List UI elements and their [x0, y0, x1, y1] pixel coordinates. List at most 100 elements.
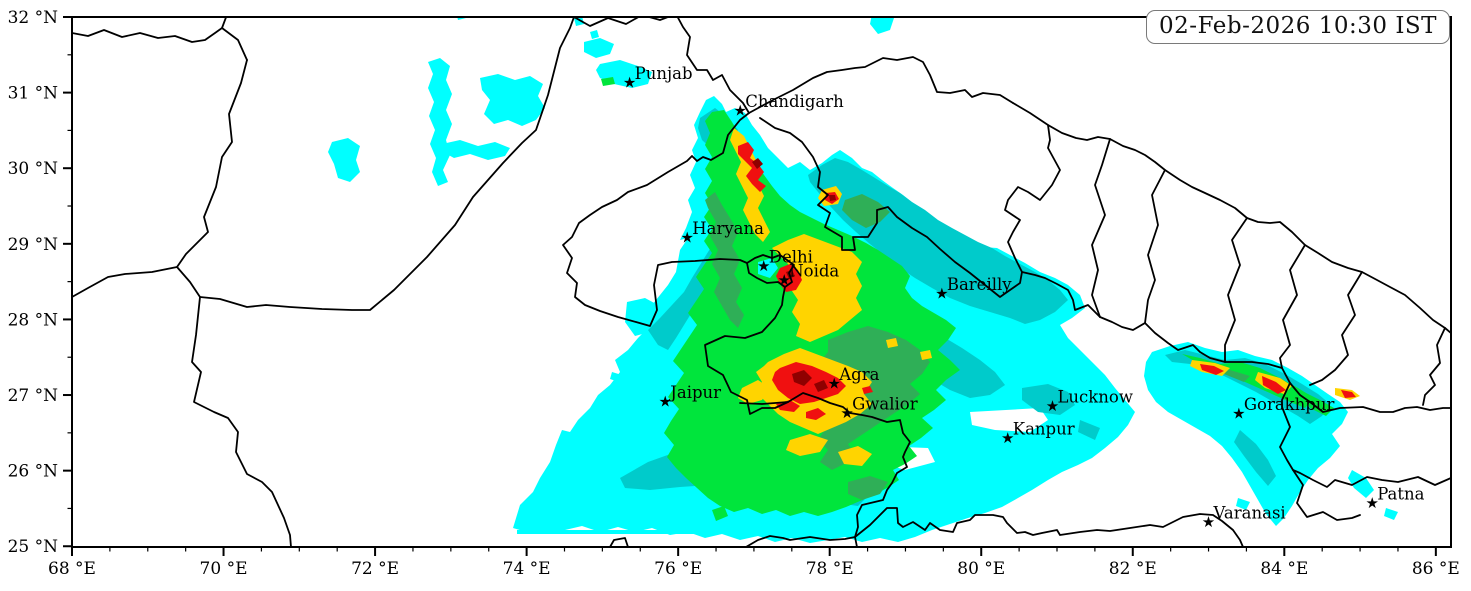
state-boundary — [1279, 244, 1306, 369]
precip-region-cyan — [1236, 498, 1250, 510]
map-layers — [72, 17, 1451, 547]
precip-region-cyan — [628, 398, 655, 412]
city-marker-star-icon: ★ — [659, 393, 672, 411]
y-tick-label: 25 °N — [8, 537, 59, 557]
state-boundary — [1281, 367, 1451, 413]
precip-region-cyan — [590, 30, 599, 39]
city-label: Delhi — [769, 248, 813, 267]
precip-region-dark_red — [829, 195, 836, 201]
state-boundary — [746, 254, 795, 288]
precip-region-cyan — [758, 258, 778, 278]
x-tick-label: 74 °E — [503, 559, 551, 579]
precip-region-cyan — [480, 74, 545, 126]
state-boundary — [1309, 271, 1363, 386]
state-boundary — [759, 117, 1023, 298]
city-marker-star-icon: ★ — [623, 74, 636, 92]
state-boundary — [854, 507, 1244, 547]
city-label: Lucknow — [1057, 388, 1133, 407]
state-boundary — [1004, 124, 1101, 318]
timestamp-box: 02-Feb-2026 10:30 IST — [1146, 10, 1450, 44]
precip-region-red — [738, 142, 766, 192]
y-tick-label: 28 °N — [8, 310, 59, 330]
city-marker-star-icon: ★ — [778, 271, 791, 289]
city-marker-star-icon: ★ — [1202, 513, 1215, 531]
state-boundary — [573, 17, 750, 114]
precip-region-teal — [1078, 420, 1100, 440]
city-label: Gwalior — [852, 394, 918, 413]
state-boundary — [745, 535, 856, 547]
state-boundary — [1099, 316, 1283, 369]
state-boundary — [609, 537, 629, 547]
city-label: Patna — [1377, 484, 1424, 503]
precip-region-dark_green — [814, 326, 930, 470]
precip-region-red — [1200, 364, 1224, 375]
x-tick-label: 78 °E — [806, 559, 854, 579]
precip-region-cyan — [625, 298, 660, 336]
city-marker-star-icon: ★ — [935, 284, 948, 302]
state-boundary — [72, 17, 228, 43]
precip-region-red — [806, 408, 826, 420]
axis-ticks — [63, 16, 1437, 556]
precip-region-cyan — [1384, 508, 1398, 520]
city-marker-star-icon: ★ — [734, 101, 747, 119]
state-boundary — [1422, 327, 1446, 406]
precip-region-cyan — [328, 138, 360, 182]
precip-region-teal — [1234, 430, 1276, 486]
state-boundary — [1091, 138, 1111, 318]
x-tick-label: 72 °E — [351, 559, 399, 579]
x-tick-label: 76 °E — [654, 559, 702, 579]
city-label: Noida — [789, 261, 839, 280]
state-boundary — [1144, 169, 1166, 324]
x-tick-label: 82 °E — [1109, 559, 1157, 579]
precip-region-yellow — [786, 434, 828, 456]
state-boundary — [562, 112, 750, 327]
precip-region-cyan — [517, 530, 748, 534]
state-boundary — [1279, 382, 1361, 521]
precip-region-red — [862, 386, 873, 394]
precip-region-yellow — [838, 446, 872, 466]
state-boundary — [704, 286, 789, 415]
city-marker-star-icon: ★ — [1046, 397, 1059, 415]
precip-region-cyan — [870, 17, 894, 34]
state-boundary — [748, 56, 1014, 114]
city-marker-star-icon: ★ — [1232, 405, 1245, 423]
precip-region-red — [1262, 376, 1286, 394]
city-marker-star-icon: ★ — [1365, 494, 1378, 512]
city-marker-star-icon: ★ — [681, 229, 694, 247]
precip-region-dark_green — [848, 476, 888, 500]
state-boundary — [176, 59, 248, 268]
x-tick-label: 80 °E — [957, 559, 1005, 579]
precip-region-cyan — [1348, 470, 1374, 498]
x-tick-label: 68 °E — [48, 559, 96, 579]
x-tick-label: 86 °E — [1412, 559, 1460, 579]
precip-region-yellow — [886, 338, 898, 348]
precip-region-red — [1341, 390, 1356, 398]
y-tick-label: 32 °N — [8, 8, 59, 28]
y-tick-label: 27 °N — [8, 386, 59, 406]
precip-region-dark_red — [792, 370, 812, 386]
precip-region-cyan — [584, 38, 614, 58]
city-label: Varanasi — [1213, 503, 1286, 522]
precip-region-green — [1300, 390, 1334, 416]
city-label: Haryana — [692, 219, 764, 238]
precip-region-dark_red — [814, 380, 828, 392]
precip-region-dark_green — [842, 194, 890, 228]
y-tick-label: 29 °N — [8, 235, 59, 255]
precip-region-teal — [1022, 384, 1075, 415]
precip-region-yellow — [738, 380, 770, 404]
precip-region-green — [712, 506, 728, 521]
precip-region-green — [601, 77, 615, 86]
y-tick-label: 30 °N — [8, 159, 59, 179]
precip-region-cyan — [428, 58, 452, 186]
precip-region-dark_red — [786, 270, 795, 279]
city-marker-star-icon: ★ — [1001, 429, 1014, 447]
precip-region-red — [772, 362, 846, 404]
precip-region-dark_red — [752, 158, 763, 169]
state-boundary — [1224, 217, 1248, 363]
x-tick-label: 84 °E — [1260, 559, 1308, 579]
city-label: Agra — [838, 365, 879, 384]
state-boundary — [72, 266, 178, 298]
timestamp-label: 02-Feb-2026 10:30 IST — [1159, 13, 1437, 39]
state-boundary — [739, 392, 911, 547]
